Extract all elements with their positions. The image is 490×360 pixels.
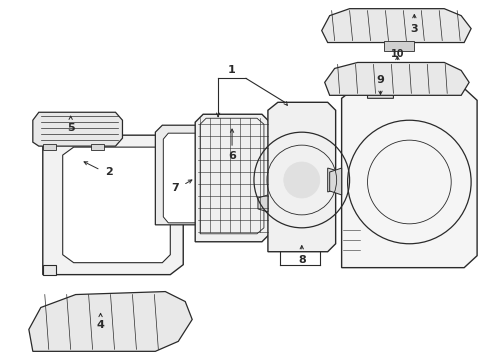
- Text: 4: 4: [97, 320, 104, 330]
- Text: 2: 2: [105, 167, 112, 177]
- Polygon shape: [322, 9, 471, 42]
- Polygon shape: [29, 292, 192, 351]
- Polygon shape: [91, 144, 103, 150]
- Polygon shape: [268, 102, 336, 252]
- Polygon shape: [63, 147, 171, 263]
- Text: 5: 5: [67, 123, 74, 133]
- Polygon shape: [325, 62, 469, 95]
- Polygon shape: [163, 133, 202, 223]
- Ellipse shape: [442, 143, 460, 167]
- Text: 10: 10: [391, 49, 404, 59]
- Polygon shape: [330, 168, 342, 195]
- Circle shape: [284, 162, 319, 198]
- Polygon shape: [33, 112, 122, 146]
- Text: 9: 9: [376, 75, 385, 85]
- Polygon shape: [328, 168, 342, 192]
- Polygon shape: [195, 114, 270, 242]
- Polygon shape: [43, 135, 183, 275]
- Text: 8: 8: [298, 255, 306, 265]
- Polygon shape: [368, 71, 393, 98]
- Ellipse shape: [434, 184, 464, 206]
- Text: 1: 1: [228, 66, 236, 76]
- Text: 6: 6: [228, 151, 236, 161]
- Text: 7: 7: [172, 183, 179, 193]
- Text: 3: 3: [411, 24, 418, 33]
- Polygon shape: [43, 144, 56, 150]
- Polygon shape: [258, 195, 268, 212]
- Polygon shape: [43, 265, 56, 275]
- Polygon shape: [385, 41, 415, 50]
- Polygon shape: [155, 125, 210, 225]
- Polygon shape: [342, 88, 477, 268]
